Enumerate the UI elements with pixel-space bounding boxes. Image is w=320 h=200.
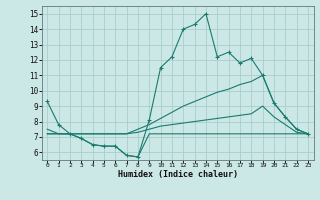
X-axis label: Humidex (Indice chaleur): Humidex (Indice chaleur) <box>118 170 237 179</box>
